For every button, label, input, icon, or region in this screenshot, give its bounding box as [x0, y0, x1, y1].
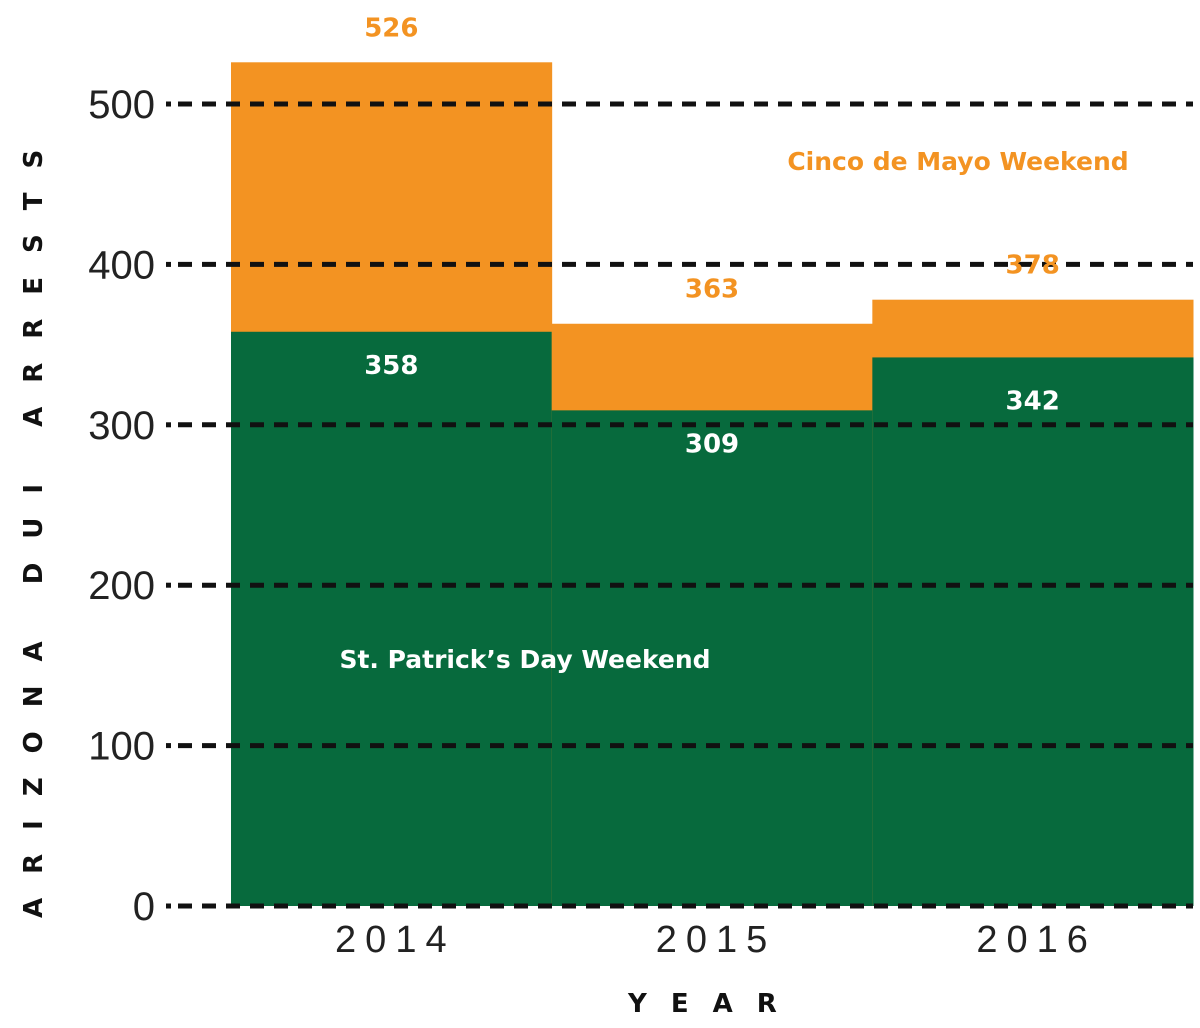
value-label-cinco-2014: 526 — [364, 13, 418, 43]
bar-stpatricks-2015 — [551, 410, 873, 906]
value-label-stpatricks-2014: 358 — [364, 351, 418, 381]
y-tick-200: 200 — [88, 564, 155, 608]
value-label-cinco-2015: 363 — [685, 275, 739, 305]
bar-stpatricks-2014 — [231, 331, 553, 906]
gridline-dot-100 — [166, 743, 171, 749]
gridline-dot-400 — [166, 261, 171, 267]
gridline-dot-200 — [166, 582, 171, 588]
legend-st-patricks-day: St. Patrick’s Day Weekend — [339, 645, 710, 674]
y-tick-100: 100 — [88, 725, 155, 769]
value-label-stpatricks-2015: 309 — [685, 429, 739, 459]
value-label-cinco-2016: 378 — [1006, 251, 1060, 281]
legend-cinco-de-mayo: Cinco de Mayo Weekend — [787, 147, 1128, 176]
x-tick-2014: 2014 — [335, 919, 456, 961]
value-label-stpatricks-2016: 342 — [1006, 386, 1060, 416]
y-tick-500: 500 — [88, 83, 155, 127]
y-axis-label: ARIZONA DUI ARRESTS — [19, 126, 49, 918]
gridline-dot-0 — [166, 903, 171, 909]
gridline-dot-500 — [166, 101, 171, 107]
x-axis-label: YEAR — [627, 989, 801, 1019]
y-tick-0: 0 — [133, 885, 155, 929]
x-tick-2016: 2016 — [976, 919, 1097, 961]
bar-stpatricks-2016 — [872, 357, 1194, 906]
x-tick-2015: 2015 — [656, 919, 777, 961]
y-tick-400: 400 — [88, 243, 155, 287]
y-tick-300: 300 — [88, 404, 155, 448]
gridline-dot-300 — [166, 422, 171, 428]
